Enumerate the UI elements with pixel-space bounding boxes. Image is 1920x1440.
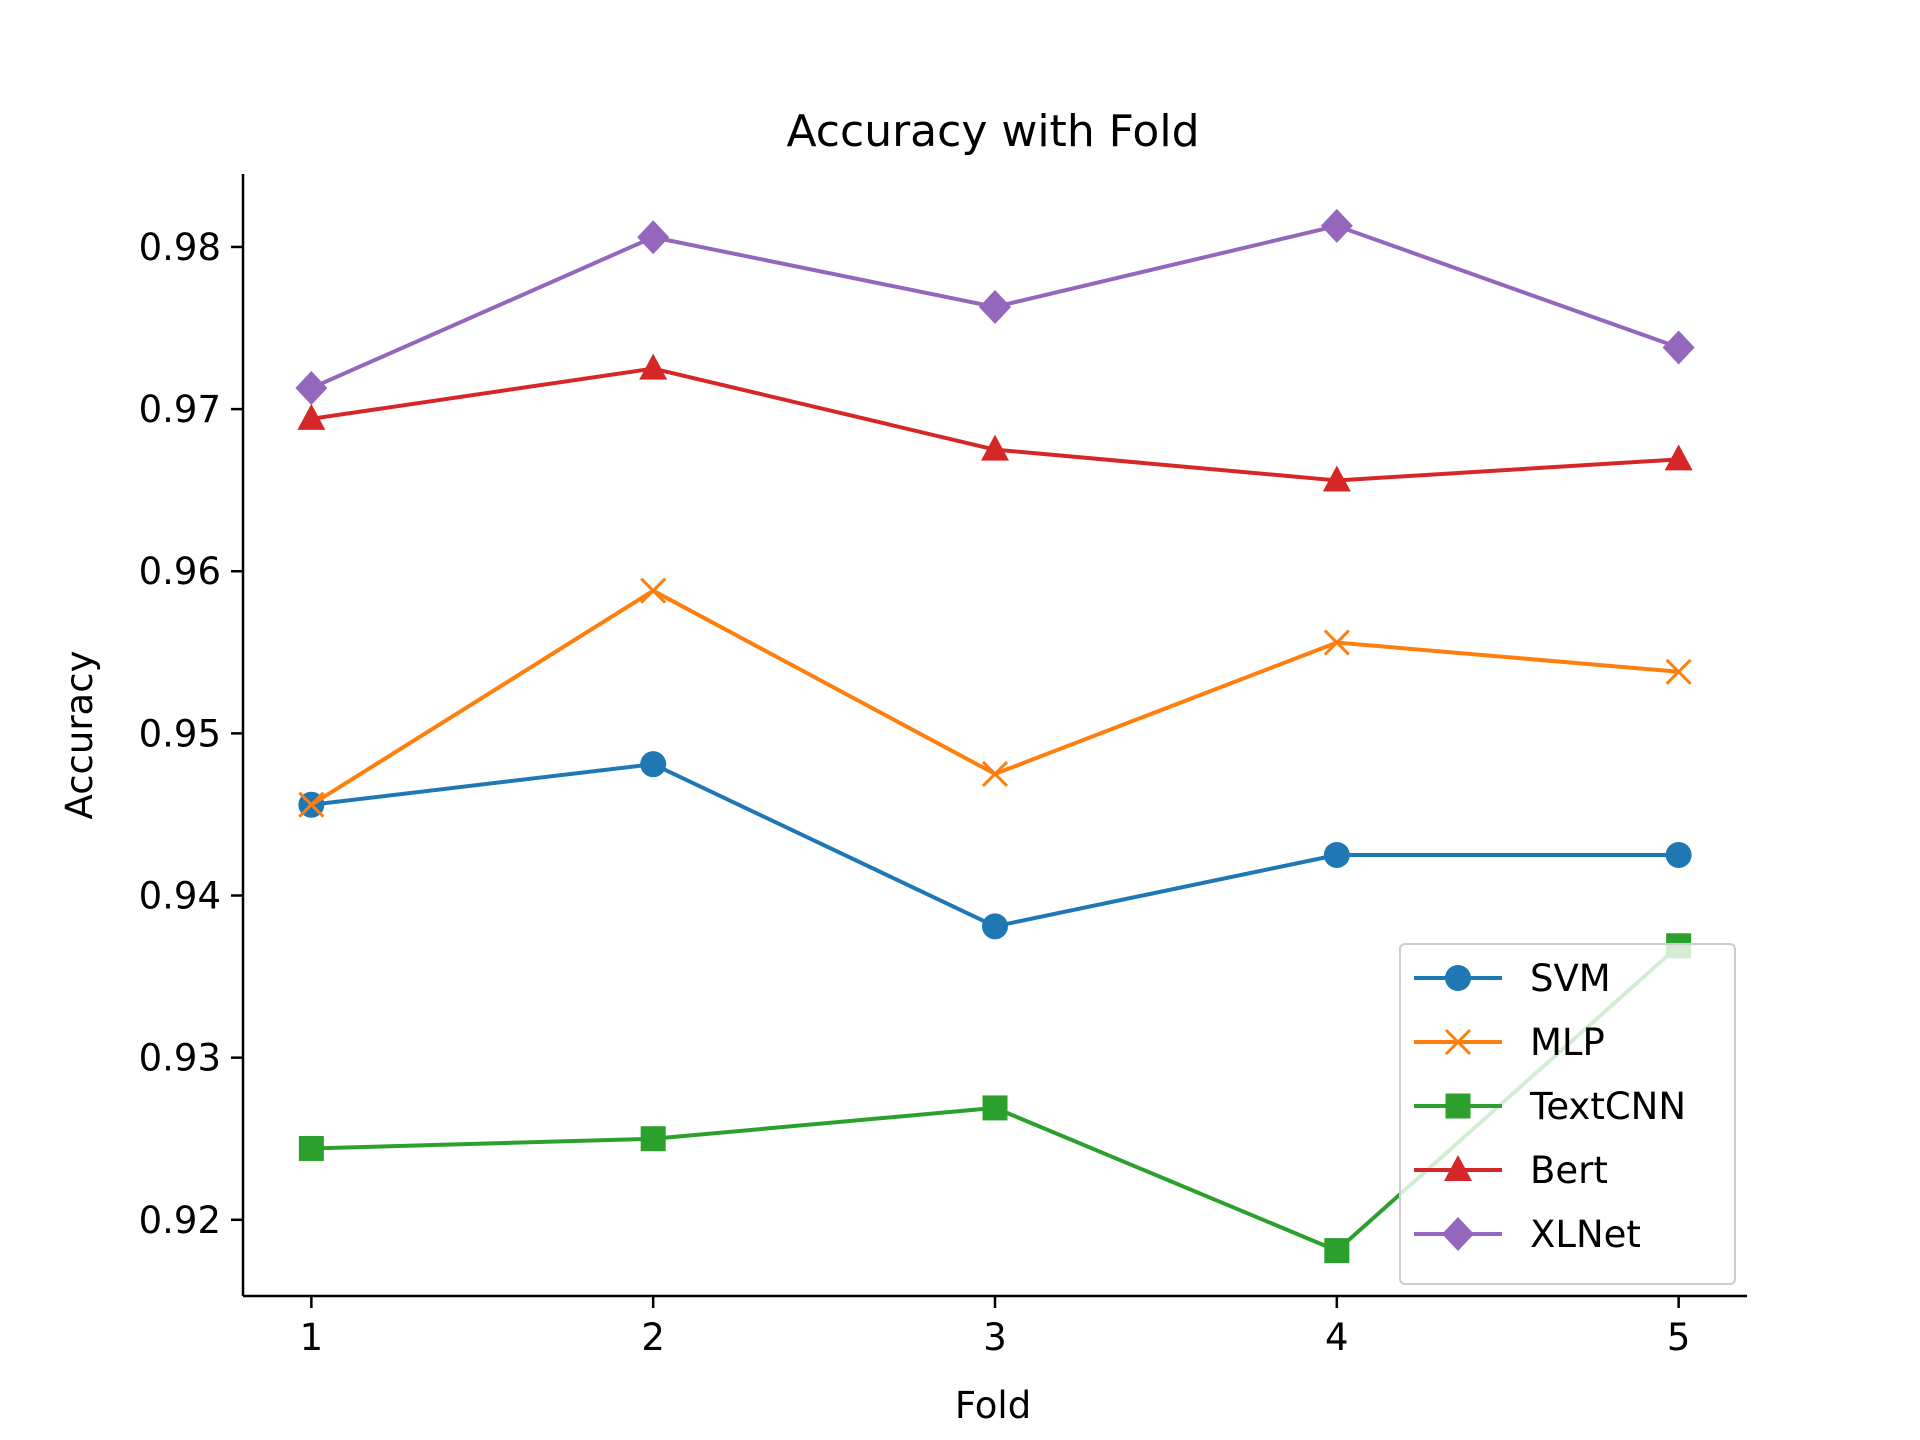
legend-marker-xlnet [1442,1217,1474,1251]
data-point-xlnet [979,289,1011,324]
series-line-bert [311,366,1679,483]
data-point-mlp [981,760,1009,787]
legend-label-svm: SVM [1530,957,1611,1000]
y-tick-label: 0.97 [139,388,221,431]
legend-item-xlnet: XLNet [1414,1213,1641,1256]
data-point-textcnn [298,1135,324,1161]
x-tick-label: 5 [1667,1316,1691,1359]
legend: SVM MLP TextCNN Bert XLNet [1399,943,1736,1285]
legend-item-textcnn: TextCNN [1414,1085,1686,1128]
data-point-svm [640,751,667,778]
legend-label-xlnet: XLNet [1530,1213,1641,1256]
legend-marker-bert [1444,1155,1472,1181]
x-tick-label: 3 [983,1316,1007,1359]
data-point-bert [297,403,326,430]
legend-item-mlp: MLP [1414,1021,1605,1064]
data-point-textcnn [1324,1238,1350,1264]
legend-item-svm: SVM [1414,957,1611,1000]
legend-box [1399,943,1736,1285]
legend-marker-mlp [1444,1028,1472,1056]
data-point-xlnet [1320,208,1353,243]
series-mlp [298,577,1692,818]
series-bert [297,353,1693,492]
legend-label-mlp: MLP [1530,1021,1605,1064]
legend-label-bert: Bert [1530,1149,1608,1192]
series-xlnet [295,208,1695,406]
y-axis-title: Accuracy [58,651,101,820]
data-point-svm [1323,841,1350,868]
data-point-xlnet [295,371,328,406]
data-point-mlp [1665,658,1692,685]
y-tick-label: 0.98 [139,226,221,269]
data-point-mlp [298,791,325,818]
y-tick-label: 0.96 [139,550,221,593]
data-point-svm [982,913,1008,940]
y-tick-label: 0.93 [139,1037,221,1080]
y-tick-label: 0.95 [139,712,221,755]
data-point-mlp [1323,629,1350,656]
x-tick-label: 2 [641,1316,665,1359]
data-point-bert [1322,465,1351,492]
data-point-textcnn [640,1126,666,1152]
series-svm [298,751,1692,940]
x-tick-label: 1 [300,1316,324,1359]
data-point-xlnet [1662,330,1695,365]
data-point-mlp [640,577,667,604]
legend-label-textcnn: TextCNN [1529,1085,1686,1128]
data-point-svm [1665,841,1692,868]
data-point-bert [981,434,1009,461]
chart-title: Accuracy with Fold [786,106,1199,157]
x-tick-label: 4 [1325,1316,1349,1359]
data-point-textcnn [982,1095,1008,1121]
legend-item-bert: Bert [1414,1149,1608,1192]
data-point-bert [639,353,668,380]
legend-marker-svm [1445,965,1471,991]
series-layer [295,208,1695,1264]
x-axis-title: Fold [955,1384,1031,1427]
series-line-svm [311,762,1679,929]
data-point-bert [1664,444,1693,471]
data-point-xlnet [637,220,670,255]
y-tick-label: 0.94 [139,875,221,918]
y-tick-label: 0.92 [139,1199,221,1242]
axes: 1 2 3 4 5 0.92 0.93 0.94 0.95 0.96 0.97 0.98 [139,174,1747,1359]
legend-marker-textcnn [1445,1093,1471,1119]
